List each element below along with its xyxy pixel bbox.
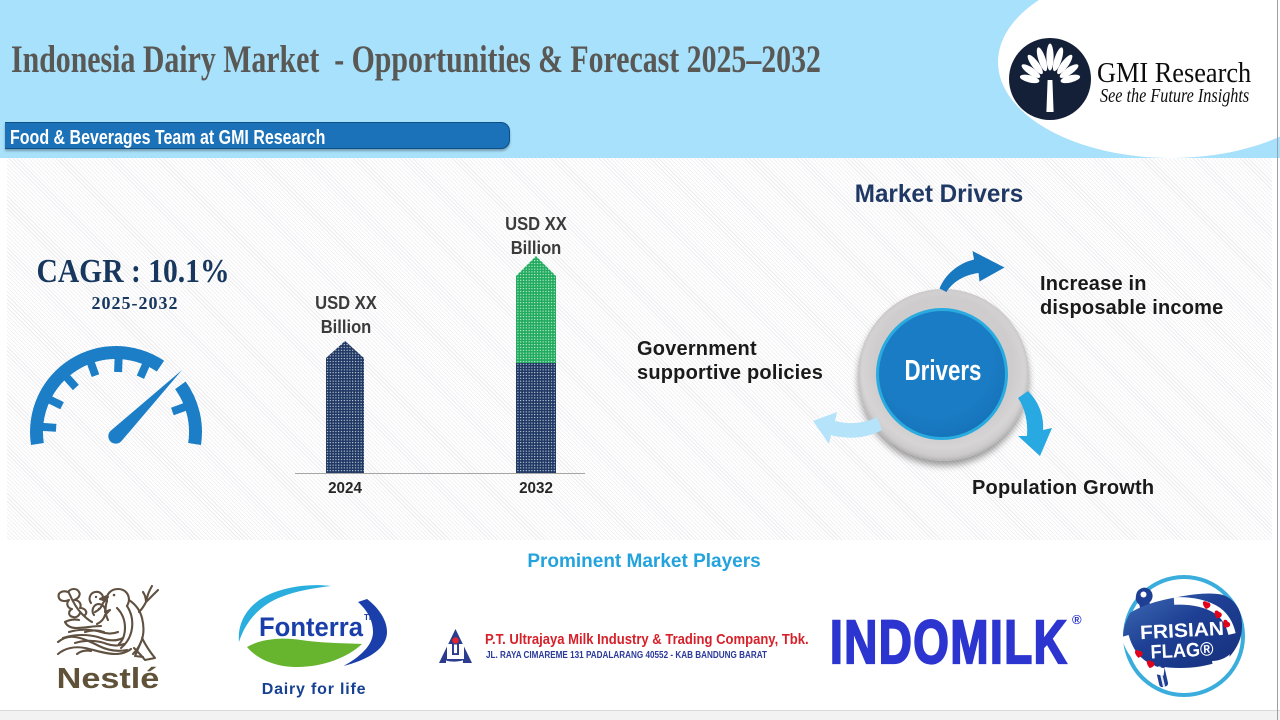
svg-text:FLAG®: FLAG®	[1150, 638, 1215, 663]
svg-text:FRISIAN: FRISIAN	[1140, 618, 1225, 644]
